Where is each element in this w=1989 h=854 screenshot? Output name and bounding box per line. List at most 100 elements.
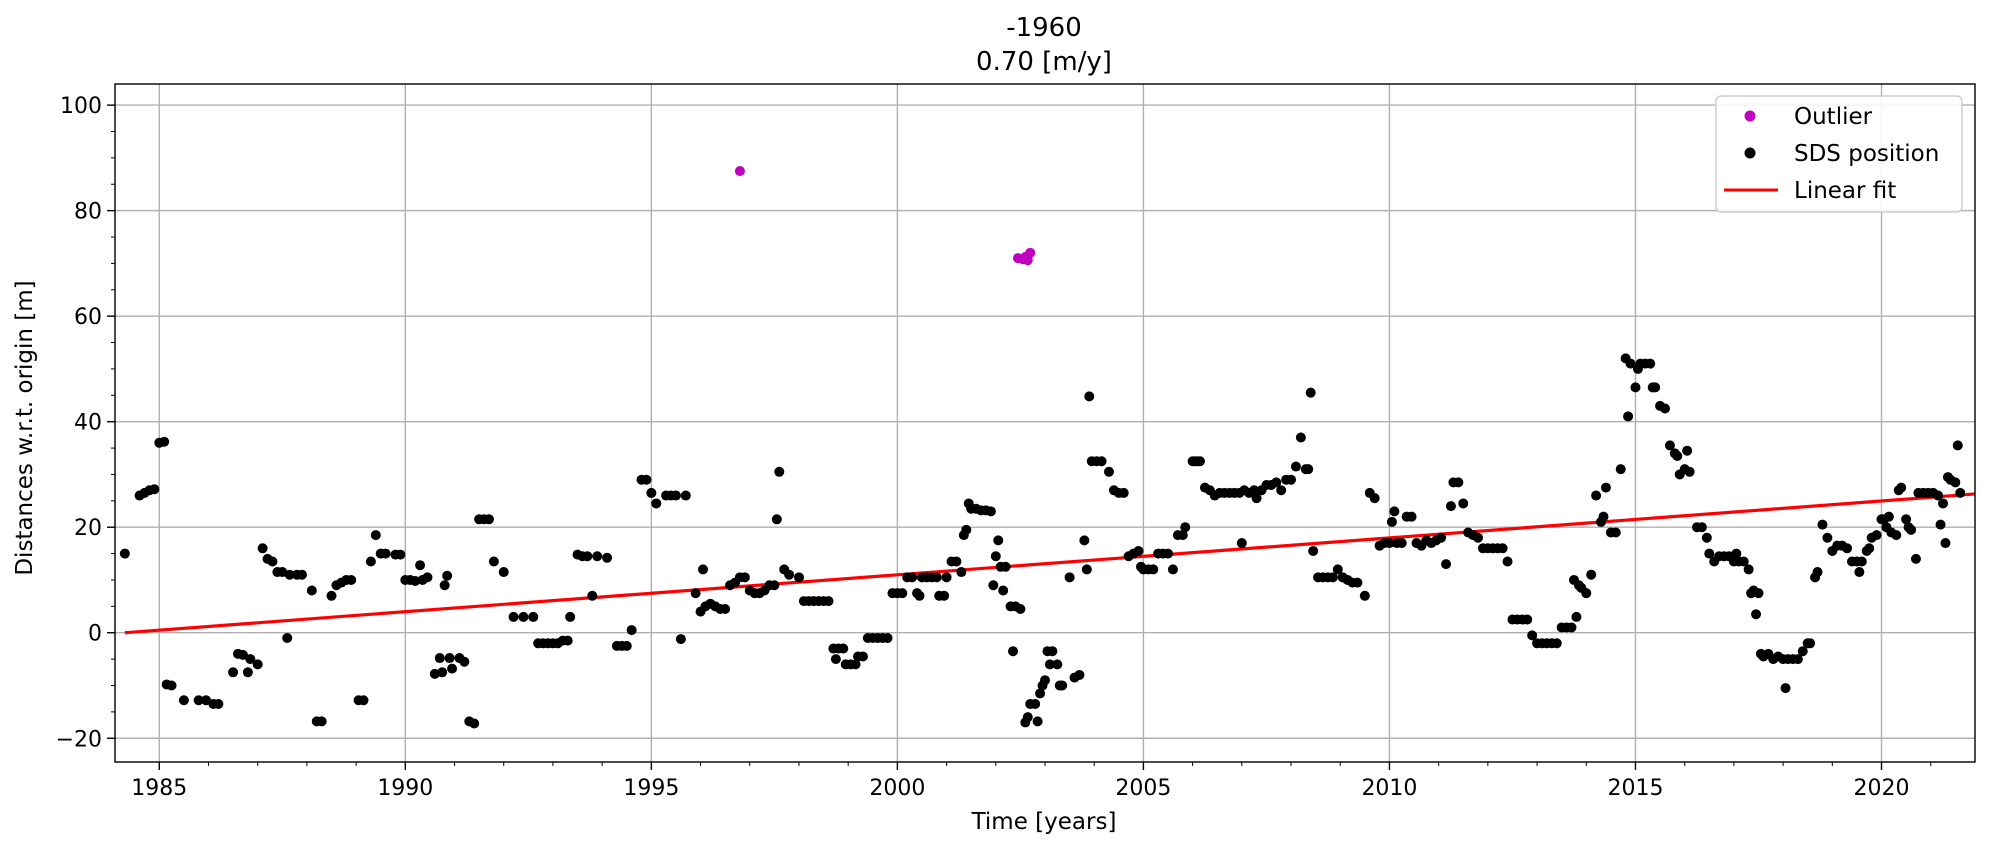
sds-position-point	[242, 667, 253, 678]
sds-position-point	[1180, 522, 1191, 533]
sds-position-point	[1473, 532, 1484, 543]
sds-position-point	[1812, 567, 1823, 578]
sds-position-point	[939, 590, 950, 601]
sds-position-point	[1598, 511, 1609, 522]
sds-position-point	[1000, 561, 1011, 572]
sds-position-point	[1305, 387, 1316, 398]
sds-position-point	[346, 574, 357, 585]
sds-position-point	[1249, 485, 1260, 496]
x-tick-label: 2010	[1361, 776, 1417, 801]
sds-position-point	[587, 590, 598, 601]
sds-position-point	[1369, 493, 1380, 504]
sds-position-point	[1743, 564, 1754, 575]
sds-position-point	[1064, 572, 1075, 583]
sds-position-point	[1615, 464, 1626, 475]
sds-position-point	[1148, 564, 1159, 575]
outlier-point	[734, 166, 745, 177]
sds-position-point	[1236, 538, 1247, 549]
sds-position-point	[602, 552, 613, 563]
sds-position-point	[228, 667, 239, 678]
sds-position-point	[1022, 712, 1033, 723]
legend: Outlier SDS position Linear fit	[1715, 95, 1963, 213]
sds-position-point	[252, 659, 263, 670]
sds-position-point	[1295, 432, 1306, 443]
sds-position-point	[941, 572, 952, 583]
sds-position-point	[358, 695, 369, 706]
y-tick-label: 100	[60, 94, 102, 119]
x-tick-label: 2000	[869, 776, 925, 801]
sds-position-point	[316, 716, 327, 727]
sds-position-point	[1701, 532, 1712, 543]
sds-position-point	[1290, 461, 1301, 472]
sds-position-point	[1079, 535, 1090, 546]
y-tick-label: −20	[56, 727, 102, 752]
chart-subtitle: 0.70 [m/y]	[976, 47, 1112, 77]
sds-position-point	[306, 585, 317, 596]
sds-position-point	[850, 659, 861, 670]
sds-position-point	[483, 514, 494, 525]
sds-position-point	[1856, 556, 1867, 567]
sds-position-point	[1682, 445, 1693, 456]
chart-title: -1960	[1006, 13, 1082, 43]
sds-position-point	[651, 498, 662, 509]
sds-position-point	[1586, 569, 1597, 580]
y-tick-label: 20	[74, 516, 102, 541]
sds-position-point	[1817, 519, 1828, 530]
sds-position-point	[237, 649, 248, 660]
sds-position-point	[998, 585, 1009, 596]
sds-position-point	[690, 588, 701, 599]
sds-position-point	[1664, 440, 1675, 451]
sds-position-point	[1891, 530, 1902, 541]
sds-position-point	[1032, 716, 1043, 727]
sds-position-point	[1035, 688, 1046, 699]
sds-position-point	[1704, 548, 1715, 559]
sds-position-point	[1792, 654, 1803, 665]
sds-position-point	[793, 572, 804, 583]
sds-position-point	[1081, 564, 1092, 575]
sds-position-point	[582, 551, 593, 562]
sds-position-point	[1901, 514, 1912, 525]
sds-position-point	[518, 611, 529, 622]
sds-position-point	[698, 564, 709, 575]
sds-position-point	[1327, 572, 1338, 583]
plot-background	[115, 84, 1975, 762]
sds-position-point	[993, 535, 1004, 546]
sds-position-point	[1103, 466, 1114, 477]
legend-marker-sds-position	[1744, 147, 1756, 159]
sds-position-point	[774, 466, 785, 477]
sds-position-point	[1645, 358, 1656, 369]
sds-position-point	[444, 653, 455, 664]
sds-position-point	[1696, 522, 1707, 533]
sds-position-point	[442, 570, 453, 581]
legend-label-outlier: Outlier	[1794, 104, 1873, 130]
sds-position-point	[1527, 630, 1538, 641]
sds-position-point	[680, 490, 691, 501]
sds-position-point	[771, 514, 782, 525]
sds-position-point	[1453, 477, 1464, 488]
x-axis-ticks: 1985 1990 1995 2000 2005 2010 2015 2020	[131, 762, 1932, 801]
sds-position-point	[1822, 532, 1833, 543]
sds-position-point	[1805, 638, 1816, 649]
sds-position-point	[907, 572, 918, 583]
sds-position-point	[961, 524, 972, 535]
sds-position-point	[422, 572, 433, 583]
sds-position-point	[769, 580, 780, 591]
legend-box	[1715, 95, 1963, 213]
y-axis-label: Distances w.r.t. origin [m]	[12, 280, 38, 575]
sds-position-point	[838, 643, 849, 654]
sds-position-point	[1177, 530, 1188, 541]
sds-position-point	[282, 633, 293, 644]
sds-position-point	[1566, 622, 1577, 633]
sds-position-point	[245, 654, 256, 665]
sds-position-point	[1384, 538, 1395, 549]
sds-position-point	[562, 635, 573, 646]
sds-position-point	[1458, 498, 1469, 509]
sds-position-point	[508, 611, 519, 622]
sds-position-point	[1896, 482, 1907, 493]
sds-position-point	[439, 580, 450, 591]
sds-position-point	[1938, 498, 1949, 509]
points-layer	[119, 166, 1966, 729]
sds-position-point	[1950, 477, 1961, 488]
